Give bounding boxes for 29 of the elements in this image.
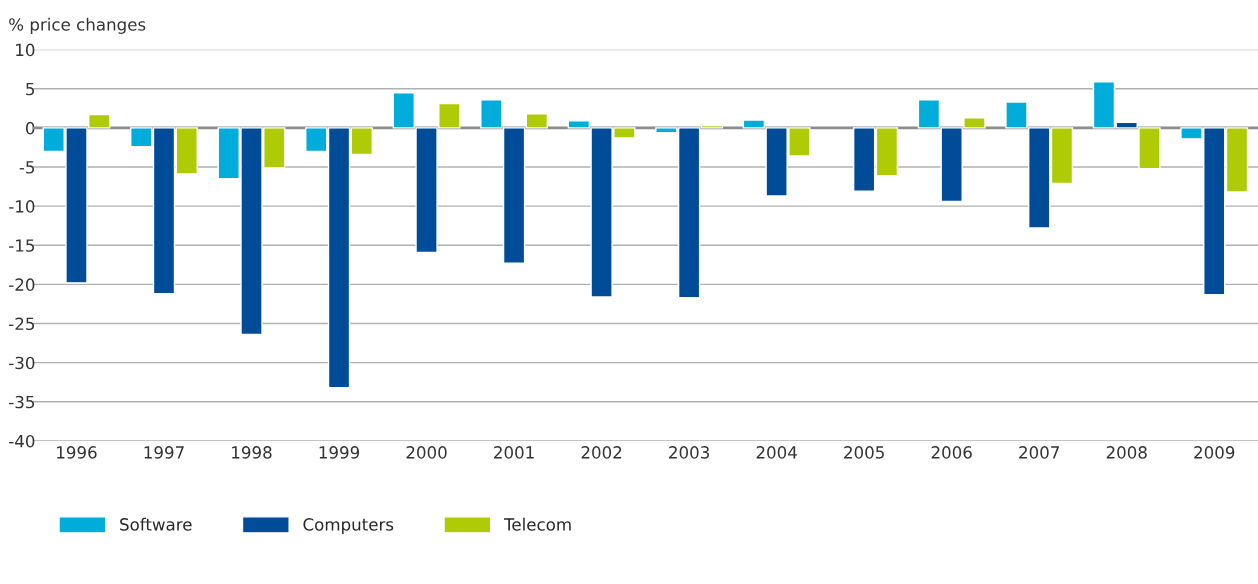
x-tick-label: 2006 — [931, 446, 972, 459]
legend-label: Telecom — [503, 517, 571, 531]
x-tick-label: 2007 — [1019, 446, 1059, 459]
x-tick-label: 2001 — [494, 446, 534, 459]
x-tick-label: 1999 — [319, 446, 360, 459]
y-tick-label: 10 — [16, 43, 35, 57]
y-tick-label: -5 — [19, 161, 35, 174]
y-tick-label: 0 — [25, 121, 35, 135]
x-tick-label: 2000 — [406, 446, 447, 459]
legend-label: Computers — [303, 518, 394, 534]
y-tick-label: -35 — [9, 395, 35, 409]
x-tick-label: 2009 — [1194, 446, 1235, 459]
y-tick-label: -30 — [9, 356, 35, 370]
x-tick-label: 2002 — [581, 446, 622, 459]
y-axis-title: % price changes — [9, 17, 146, 34]
x-tick-label: 2005 — [844, 446, 884, 459]
x-tick-label: 1998 — [232, 446, 272, 459]
y-tick-label: -10 — [9, 200, 35, 213]
x-tick-label: 1997 — [144, 446, 184, 459]
x-tick-label: 1996 — [57, 446, 97, 459]
y-tick-label: -40 — [9, 434, 35, 448]
y-tick-label: -25 — [9, 317, 35, 331]
y-tick-label: -15 — [9, 239, 35, 252]
x-tick-label: 2004 — [756, 446, 797, 459]
y-tick-label: -20 — [9, 278, 35, 291]
y-tick-label: 5 — [26, 82, 35, 96]
x-tick-label: 2008 — [1106, 446, 1147, 459]
legend-label: Software — [120, 517, 192, 531]
x-tick-label: 2003 — [669, 446, 709, 459]
